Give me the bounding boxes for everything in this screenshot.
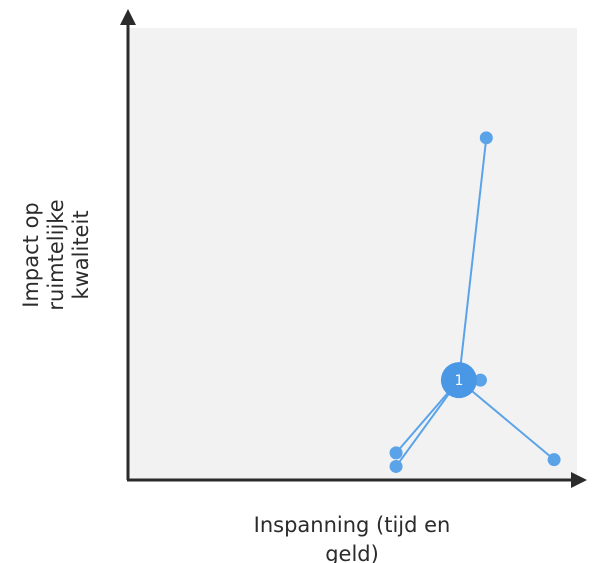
cluster-marker[interactable]	[440, 362, 477, 399]
data-point-5[interactable]	[547, 453, 561, 467]
cluster-count-label: 1	[454, 373, 463, 389]
connector-line-5	[458, 379, 555, 461]
connector-line-1	[457, 137, 488, 381]
y-axis-arrow	[120, 9, 136, 25]
data-point-4[interactable]	[389, 459, 403, 473]
data-point-3[interactable]	[389, 446, 403, 460]
y-axis-title: Impact opruimtelijkekwaliteit	[19, 199, 93, 310]
data-point-1[interactable]	[479, 131, 493, 145]
data-points: 1	[389, 131, 561, 473]
data-point-2[interactable]	[473, 373, 487, 387]
x-axis-arrow	[571, 472, 587, 488]
x-axis-title: Inspanning (tijd en geld)	[254, 513, 451, 563]
plot-area-background	[128, 28, 577, 479]
